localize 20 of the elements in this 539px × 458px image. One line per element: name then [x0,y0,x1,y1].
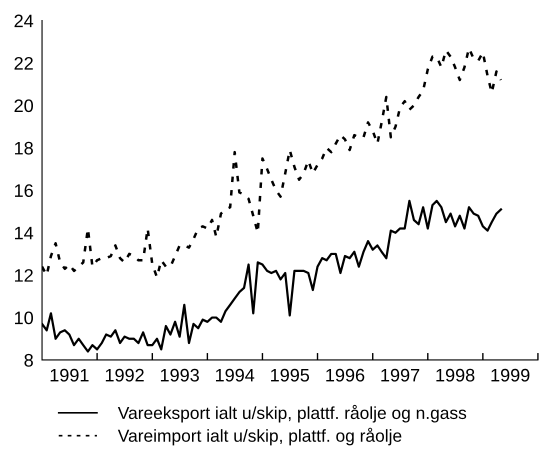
y-tick-label: 16 [15,184,33,198]
x-tick-label: 1995 [271,368,310,382]
y-tick-label: 20 [14,99,34,112]
y-tick-label: 8 [24,354,33,367]
x-tick-label: 1992 [106,368,144,382]
y-tick-label: 18 [15,142,33,155]
x-tick-label: 1993 [160,368,199,382]
x-tick-label: 1996 [326,368,364,382]
x-tick-label: 1997 [381,368,420,382]
x-tick-label: 1991 [50,368,89,382]
x-tick-label: 1999 [491,368,530,382]
x-tick-label: 1994 [216,368,254,382]
y-tick-label: 14 [15,226,34,240]
legend-label: Vareimport ialt u/skip, plattf. og råolje [118,428,402,446]
y-tick-label: 12 [15,269,33,282]
y-tick-label: 10 [15,312,34,324]
y-tick-label: 22 [14,56,33,70]
y-tick-label: 24 [14,14,34,28]
legend-label: Vareeksport ialt u/skip, plattf. råolje og n.gass [118,404,466,423]
x-tick-label: 1998 [436,368,474,382]
